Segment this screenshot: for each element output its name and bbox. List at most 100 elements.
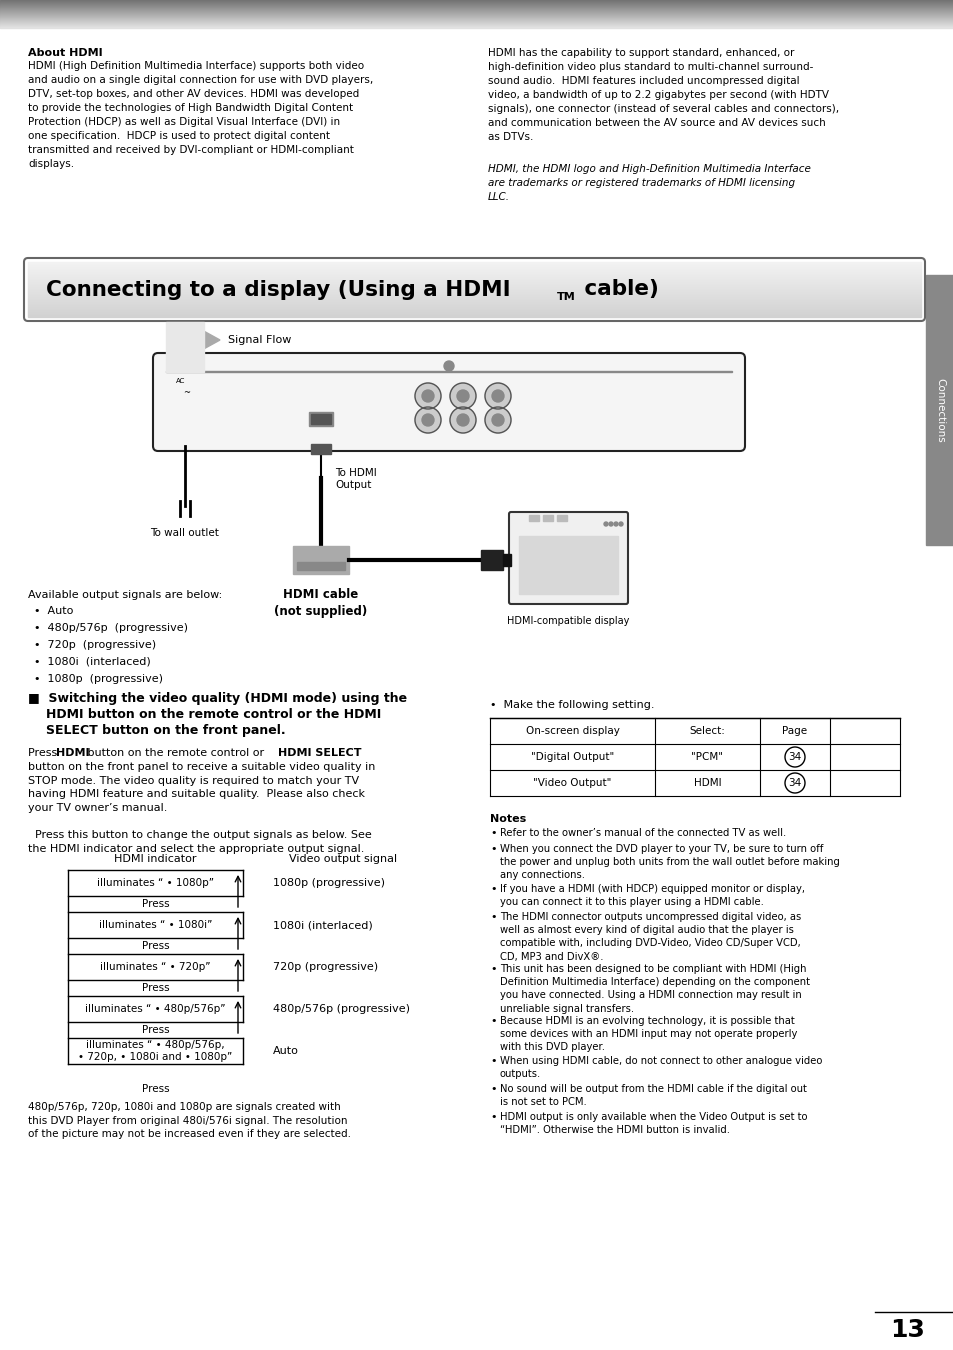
Text: HDMI SELECT: HDMI SELECT bbox=[277, 748, 361, 757]
Text: •  1080i  (interlaced): • 1080i (interlaced) bbox=[34, 657, 151, 667]
Text: HDMI-compatible display: HDMI-compatible display bbox=[507, 616, 629, 626]
Text: SELECT button on the front panel.: SELECT button on the front panel. bbox=[46, 724, 285, 737]
Circle shape bbox=[456, 414, 469, 427]
Text: •: • bbox=[490, 828, 496, 838]
Text: HDMI cable
(not supplied): HDMI cable (not supplied) bbox=[274, 589, 367, 618]
Text: Press: Press bbox=[142, 899, 169, 909]
Text: illuminates “ • 480p/576p,
• 720p, • 1080i and • 1080p”: illuminates “ • 480p/576p, • 720p, • 108… bbox=[78, 1040, 233, 1062]
Circle shape bbox=[608, 522, 613, 526]
Circle shape bbox=[421, 390, 434, 402]
Text: Press: Press bbox=[142, 1084, 169, 1094]
Bar bbox=[480, 549, 502, 570]
Text: If you have a HDMI (with HDCP) equipped monitor or display,
you can connect it t: If you have a HDMI (with HDCP) equipped … bbox=[499, 884, 804, 907]
Circle shape bbox=[456, 390, 469, 402]
Text: •: • bbox=[490, 1084, 496, 1094]
Text: No sound will be output from the HDMI cable if the digital out
is not set to PCM: No sound will be output from the HDMI ca… bbox=[499, 1084, 806, 1107]
Text: 34: 34 bbox=[787, 778, 801, 788]
Text: "Video Output": "Video Output" bbox=[533, 778, 611, 788]
Text: Notes: Notes bbox=[490, 814, 526, 824]
Circle shape bbox=[492, 390, 503, 402]
Text: This unit has been designed to be compliant with HDMI (High
Definition Multimedi: This unit has been designed to be compli… bbox=[499, 964, 809, 1014]
Circle shape bbox=[450, 406, 476, 433]
Text: illuminates “ • 1080p”: illuminates “ • 1080p” bbox=[97, 878, 213, 888]
Text: illuminates “ • 1080i”: illuminates “ • 1080i” bbox=[99, 919, 212, 930]
Text: 13: 13 bbox=[890, 1318, 924, 1342]
Text: •: • bbox=[490, 913, 496, 922]
Bar bbox=[557, 514, 566, 521]
Text: illuminates “ • 480p/576p”: illuminates “ • 480p/576p” bbox=[85, 1004, 226, 1014]
Text: AC: AC bbox=[175, 378, 185, 383]
Text: button on the remote control or: button on the remote control or bbox=[84, 748, 268, 757]
Bar bbox=[166, 370, 731, 373]
Text: 480p/576p (progressive): 480p/576p (progressive) bbox=[273, 1004, 410, 1014]
Bar bbox=[925, 275, 953, 545]
Text: Press: Press bbox=[142, 983, 169, 994]
Text: HDMI button on the remote control or the HDMI: HDMI button on the remote control or the… bbox=[46, 707, 381, 721]
Bar bbox=[309, 412, 333, 427]
Text: To HDMI
Output: To HDMI Output bbox=[335, 468, 376, 490]
Text: HDMI: HDMI bbox=[56, 748, 90, 757]
Text: Page: Page bbox=[781, 726, 807, 736]
Text: 720p (progressive): 720p (progressive) bbox=[273, 963, 377, 972]
Text: Refer to the owner’s manual of the connected TV as well.: Refer to the owner’s manual of the conne… bbox=[499, 828, 785, 838]
Circle shape bbox=[603, 522, 607, 526]
Text: On-screen display: On-screen display bbox=[525, 726, 618, 736]
Text: •: • bbox=[490, 1112, 496, 1122]
Text: HDMI, the HDMI logo and High-Definition Multimedia Interface
are trademarks or r: HDMI, the HDMI logo and High-Definition … bbox=[488, 163, 810, 202]
Text: To wall outlet: To wall outlet bbox=[151, 528, 219, 539]
Text: "PCM": "PCM" bbox=[691, 752, 722, 761]
Text: HDMI: HDMI bbox=[693, 778, 720, 788]
Text: "Digital Output": "Digital Output" bbox=[530, 752, 614, 761]
FancyBboxPatch shape bbox=[509, 512, 627, 603]
Circle shape bbox=[443, 360, 454, 371]
Text: Signal Flow: Signal Flow bbox=[228, 335, 291, 346]
Text: When using HDMI cable, do not connect to other analogue video
outputs.: When using HDMI cable, do not connect to… bbox=[499, 1056, 821, 1079]
Text: Select:: Select: bbox=[689, 726, 724, 736]
Text: •: • bbox=[490, 884, 496, 894]
Text: The HDMI connector outputs uncompressed digital video, as
well as almost every k: The HDMI connector outputs uncompressed … bbox=[499, 913, 801, 961]
Text: ~: ~ bbox=[183, 387, 190, 397]
Text: Press this button to change the output signals as below. See
the HDMI indicator : Press this button to change the output s… bbox=[28, 830, 372, 853]
Text: •: • bbox=[490, 1017, 496, 1026]
Text: illuminates “ • 720p”: illuminates “ • 720p” bbox=[100, 963, 211, 972]
Text: HDMI output is only available when the Video Output is set to
“HDMI”. Otherwise : HDMI output is only available when the V… bbox=[499, 1112, 806, 1135]
Text: Because HDMI is an evolving technology, it is possible that
some devices with an: Because HDMI is an evolving technology, … bbox=[499, 1017, 797, 1053]
Text: button on the front panel to receive a suitable video quality in
STOP mode. The : button on the front panel to receive a s… bbox=[28, 761, 375, 813]
Circle shape bbox=[450, 383, 476, 409]
Circle shape bbox=[618, 522, 622, 526]
Bar bbox=[502, 554, 511, 566]
Text: About HDMI: About HDMI bbox=[28, 49, 103, 58]
Text: HDMI indicator: HDMI indicator bbox=[114, 855, 196, 864]
Text: 480p/576p, 720p, 1080i and 1080p are signals created with
this DVD Player from o: 480p/576p, 720p, 1080i and 1080p are sig… bbox=[28, 1102, 351, 1139]
FancyArrow shape bbox=[180, 329, 220, 351]
Bar bbox=[518, 536, 618, 594]
Text: cable): cable) bbox=[577, 279, 659, 300]
Text: Press: Press bbox=[142, 1025, 169, 1035]
Text: HDMI has the capability to support standard, enhanced, or
high-definition video : HDMI has the capability to support stand… bbox=[488, 49, 839, 142]
Text: TM: TM bbox=[557, 293, 576, 302]
FancyBboxPatch shape bbox=[152, 352, 744, 451]
Circle shape bbox=[484, 383, 511, 409]
Text: •  480p/576p  (progressive): • 480p/576p (progressive) bbox=[34, 622, 188, 633]
Text: •  Auto: • Auto bbox=[34, 606, 73, 616]
Text: 34: 34 bbox=[787, 752, 801, 761]
Text: •: • bbox=[490, 1056, 496, 1066]
Text: •  720p  (progressive): • 720p (progressive) bbox=[34, 640, 156, 649]
Text: •: • bbox=[490, 964, 496, 973]
Bar bbox=[293, 545, 349, 574]
Text: •: • bbox=[490, 844, 496, 855]
Text: ■  Switching the video quality (HDMI mode) using the: ■ Switching the video quality (HDMI mode… bbox=[28, 693, 407, 705]
Text: HDMI (High Definition Multimedia Interface) supports both video
and audio on a s: HDMI (High Definition Multimedia Interfa… bbox=[28, 61, 373, 169]
Circle shape bbox=[415, 383, 440, 409]
Circle shape bbox=[484, 406, 511, 433]
Bar bbox=[296, 562, 345, 570]
Bar bbox=[529, 514, 538, 521]
Text: 1080i (interlaced): 1080i (interlaced) bbox=[273, 919, 373, 930]
Text: Connecting to a display (Using a HDMI: Connecting to a display (Using a HDMI bbox=[46, 279, 510, 300]
Circle shape bbox=[492, 414, 503, 427]
Text: •  Make the following setting.: • Make the following setting. bbox=[490, 701, 654, 710]
Text: Video output signal: Video output signal bbox=[289, 855, 396, 864]
Circle shape bbox=[415, 406, 440, 433]
Text: 1080p (progressive): 1080p (progressive) bbox=[273, 878, 385, 888]
Bar bbox=[311, 444, 331, 454]
